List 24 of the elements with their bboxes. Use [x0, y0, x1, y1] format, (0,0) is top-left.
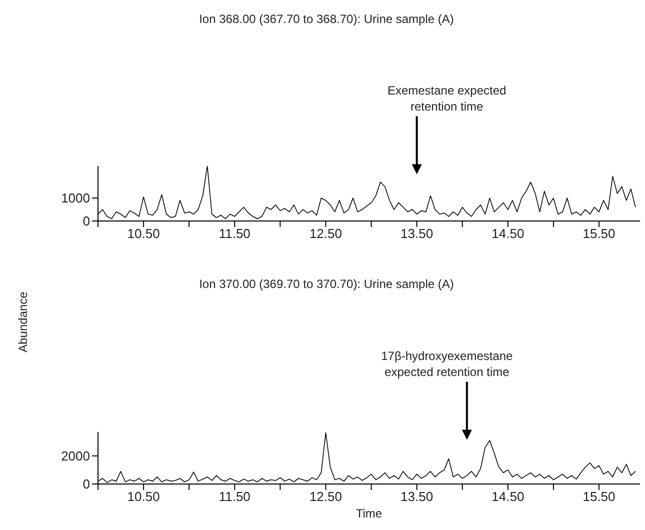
x-tick-label: 12.50 — [309, 226, 342, 242]
x-tick-label: 15.50 — [582, 489, 616, 504]
x-tick-label: 14.50 — [492, 226, 524, 242]
x-tick-label: 15.50 — [582, 226, 616, 242]
x-tick-label: 13.50 — [400, 226, 434, 242]
y-tick-label: 1000 — [61, 190, 90, 206]
x-tick-label: 11.50 — [218, 489, 250, 504]
y-tick-label: 2000 — [61, 448, 90, 464]
x-tick-label: 13.50 — [400, 489, 434, 504]
line-series — [98, 432, 636, 483]
ref-line-label: 17β-hydroxyexemestane expected retention time — [381, 348, 514, 379]
line-series — [98, 166, 636, 220]
y-tick-label: 0 — [82, 214, 90, 229]
chart-title: Ion 368.00 (367.70 to 368.70): Urine sample (A) — [198, 11, 455, 28]
y-tick-label: 0 — [82, 476, 90, 492]
y-axis-title: Abundance — [16, 290, 30, 354]
x-tick-label: 14.50 — [492, 489, 524, 504]
chart-title: Ion 370.00 (369.70 to 370.70): Urine sample (A) — [199, 277, 454, 291]
x-tick-label: 10.50 — [127, 489, 160, 504]
x-tick-label: 11.50 — [218, 226, 250, 242]
x-axis-title: Time — [356, 506, 382, 521]
x-tick-label: 10.50 — [127, 226, 160, 242]
ref-line-label: Exemestane expected retention time — [387, 83, 506, 114]
x-tick-label: 12.50 — [309, 489, 342, 504]
